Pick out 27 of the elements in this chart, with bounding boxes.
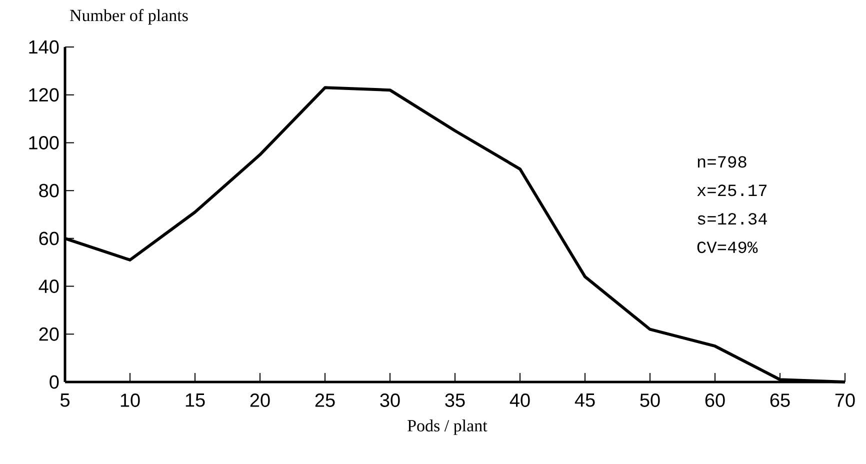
y-tick-label: 40 xyxy=(38,280,59,294)
y-tick-label: 20 xyxy=(39,327,59,341)
y-tick-label: 0 xyxy=(50,375,59,389)
x-tick-label: 45 xyxy=(574,394,595,407)
x-tick-label: 20 xyxy=(250,394,270,407)
x-tick-label: 50 xyxy=(640,394,660,407)
x-tick-label: 10 xyxy=(120,394,140,407)
x-axis-title: Pods / plant xyxy=(408,420,488,435)
y-axis-title: Number of plants xyxy=(70,9,188,25)
y-tick-label: 60 xyxy=(39,232,59,246)
y-tick-label: 100 xyxy=(29,136,59,150)
x-tick-label: 5 xyxy=(60,394,70,407)
annotation: s=12.34 xyxy=(698,213,767,225)
x-tick-label: 35 xyxy=(445,394,465,407)
x-tick-label: 30 xyxy=(380,394,400,407)
annotation: CV=49% xyxy=(697,242,758,254)
y-tick-label: 140 xyxy=(29,40,59,54)
x-tick-label: 25 xyxy=(315,394,335,407)
x-tick-label: 15 xyxy=(186,394,205,407)
y-tick-label: 80 xyxy=(39,184,59,198)
x-tick-label: 60 xyxy=(705,394,725,407)
x-tick-label: 70 xyxy=(835,394,855,407)
annotation: n=798 xyxy=(698,156,746,168)
x-tick-label: 40 xyxy=(510,394,530,407)
annotation: x=25.17 xyxy=(697,184,767,196)
y-tick-label: 120 xyxy=(29,88,59,102)
x-tick-label: 65 xyxy=(770,394,790,407)
